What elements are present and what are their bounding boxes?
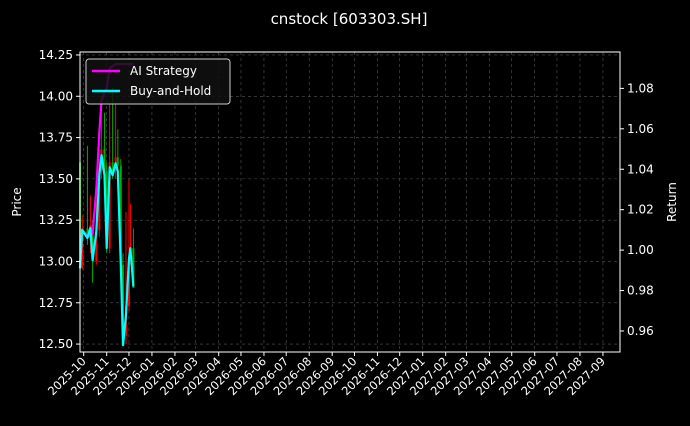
candle-body — [86, 228, 89, 237]
y-axis-label: Price — [10, 187, 24, 216]
candle-body — [95, 230, 98, 262]
grid — [80, 52, 620, 352]
candle-body — [119, 165, 122, 265]
legend-box — [85, 58, 231, 105]
y-tick-label: 12.50 — [39, 337, 73, 351]
y-right-tick-label: 1.08 — [627, 81, 654, 95]
y-axis-right-label: Return — [665, 182, 679, 222]
y-right-tick-label: 1.04 — [627, 162, 654, 176]
y-right-tick-label: 1.06 — [627, 122, 654, 136]
y-tick-label: 13.25 — [39, 213, 73, 227]
candle-body — [108, 162, 111, 249]
legend-label-buy-and-hold: Buy-and-Hold — [130, 84, 211, 98]
candle-body — [105, 170, 108, 249]
legend: AI Strategy Buy-and-Hold — [85, 58, 231, 105]
y-right-tick-label: 1.00 — [627, 243, 654, 257]
candle-body — [111, 162, 114, 171]
y-tick-label: 14.25 — [39, 48, 73, 62]
candle-body — [122, 264, 125, 336]
candle-body — [127, 258, 130, 307]
candle-body — [91, 225, 94, 262]
y-tick-label: 13.00 — [39, 254, 73, 268]
y-tick-label: 13.75 — [39, 131, 73, 145]
y-tick-label: 13.50 — [39, 172, 73, 186]
candle-body — [116, 157, 119, 166]
y-right-tick-label: 0.98 — [627, 284, 654, 298]
chart-title: cnstock [603303.SH] — [271, 10, 428, 28]
candle-body — [103, 149, 106, 171]
y-tick-label: 14.00 — [39, 89, 73, 103]
candle-body — [132, 248, 135, 288]
y-right-tick-label: 0.96 — [627, 324, 654, 338]
series-line-buy-and-hold — [78, 154, 135, 347]
legend-label-ai-strategy: AI Strategy — [130, 64, 197, 78]
plot-frame — [79, 51, 621, 353]
candle-body — [98, 170, 101, 231]
y-right-tick-label: 1.02 — [627, 203, 654, 217]
y-tick-label: 12.75 — [39, 296, 73, 310]
